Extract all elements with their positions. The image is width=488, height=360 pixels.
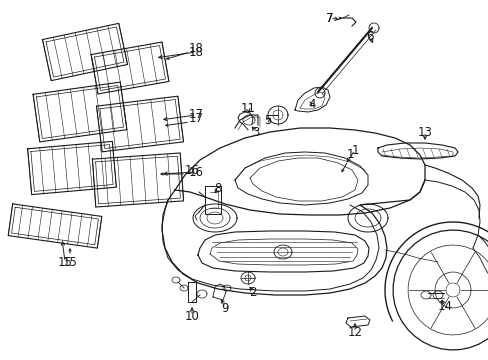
Text: 17: 17 (188, 108, 203, 122)
Text: 18: 18 (188, 41, 203, 54)
Text: 10: 10 (184, 310, 199, 323)
Text: 3: 3 (252, 126, 259, 139)
Text: 7: 7 (325, 12, 333, 24)
Text: 14: 14 (437, 300, 451, 312)
Text: 13: 13 (417, 126, 431, 139)
Text: 12: 12 (347, 325, 362, 338)
Text: 7: 7 (325, 12, 333, 24)
Text: 16: 16 (184, 163, 199, 176)
Text: 17: 17 (188, 112, 203, 125)
Text: 1: 1 (350, 144, 358, 157)
Text: 16: 16 (188, 166, 203, 179)
Text: 15: 15 (58, 256, 72, 269)
Text: 11: 11 (240, 102, 255, 114)
Text: 9: 9 (221, 302, 228, 315)
Text: 2: 2 (249, 285, 256, 298)
Text: 8: 8 (214, 181, 221, 194)
Text: 5: 5 (264, 113, 271, 126)
Text: 4: 4 (307, 98, 315, 111)
Text: 6: 6 (366, 30, 373, 42)
Text: 15: 15 (62, 256, 77, 269)
Text: 18: 18 (188, 45, 203, 58)
Text: 1: 1 (346, 148, 353, 162)
